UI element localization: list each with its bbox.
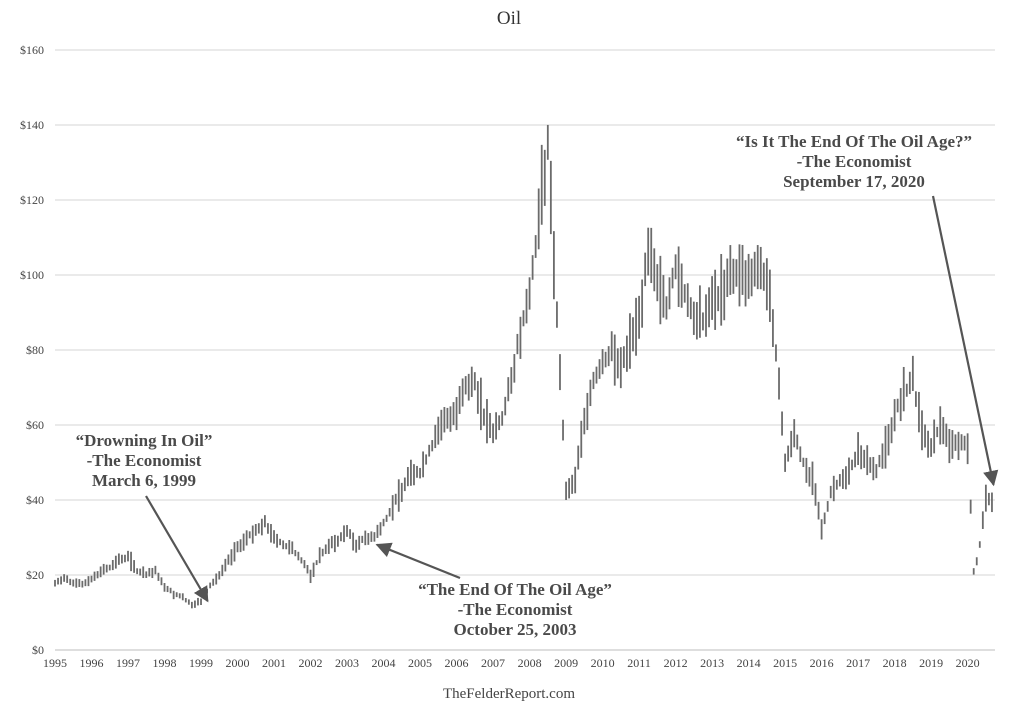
x-tick-label: 2009 [554,656,578,670]
annotation-arrow [931,195,999,487]
x-tick-label: 1996 [80,656,104,670]
x-tick-label: 2008 [518,656,542,670]
x-tick-label: 2020 [956,656,980,670]
x-tick-label: 2015 [773,656,797,670]
x-tick-label: 2013 [700,656,724,670]
annotation-text: “Is It The End Of The Oil Age?” [736,132,972,151]
chart-source: TheFelderReport.com [443,686,575,702]
x-tick-label: 2003 [335,656,359,670]
x-tick-label: 2001 [262,656,286,670]
annotation-text: “The End Of The Oil Age” [418,580,612,599]
annotation-text: March 6, 1999 [92,471,196,490]
x-tick-label: 2012 [664,656,688,670]
annotation-arrow [375,542,461,580]
x-tick-label: 2014 [737,656,761,670]
annotation-text: -The Economist [87,451,202,470]
x-tick-label: 2017 [846,656,870,670]
annotation-text: -The Economist [797,152,912,171]
x-tick-label: 2006 [445,656,469,670]
x-axis-tick-labels: 1995 1996 1997 1998 1999 2000 2001 2002 2003 2004… [43,656,980,670]
y-tick-label: $160 [20,43,44,57]
price-bars [54,124,993,609]
annotation-arrow [145,495,209,603]
annotation-text: October 25, 2003 [454,620,577,639]
y-tick-label: $40 [26,493,44,507]
y-tick-label: $0 [32,643,44,657]
chart-title: Oil [497,8,521,29]
y-tick-label: $20 [26,568,44,582]
y-axis-tick-labels: $0 $20 $40 $60 $80 $100 $120 $140 $160 [20,43,44,657]
annotation-text: “Drowning In Oil” [76,431,213,450]
x-tick-label: 2004 [372,656,396,670]
y-tick-label: $60 [26,418,44,432]
annotation-text: September 17, 2020 [783,172,925,191]
x-tick-label: 2002 [299,656,323,670]
x-tick-label: 2000 [226,656,250,670]
x-tick-label: 2018 [883,656,907,670]
x-tick-label: 2010 [591,656,615,670]
x-tick-label: 2016 [810,656,834,670]
x-tick-label: 2005 [408,656,432,670]
x-tick-label: 1997 [116,656,140,670]
y-tick-label: $120 [20,193,44,207]
y-tick-label: $140 [20,118,44,132]
x-tick-label: 1998 [153,656,177,670]
x-tick-label: 2011 [627,656,651,670]
x-tick-label: 2019 [919,656,943,670]
x-tick-label: 2007 [481,656,505,670]
y-tick-label: $80 [26,343,44,357]
x-tick-label: 1999 [189,656,213,670]
y-tick-label: $100 [20,268,44,282]
annotation-text: -The Economist [458,600,573,619]
gridlines [55,49,995,576]
x-tick-label: 1995 [43,656,67,670]
